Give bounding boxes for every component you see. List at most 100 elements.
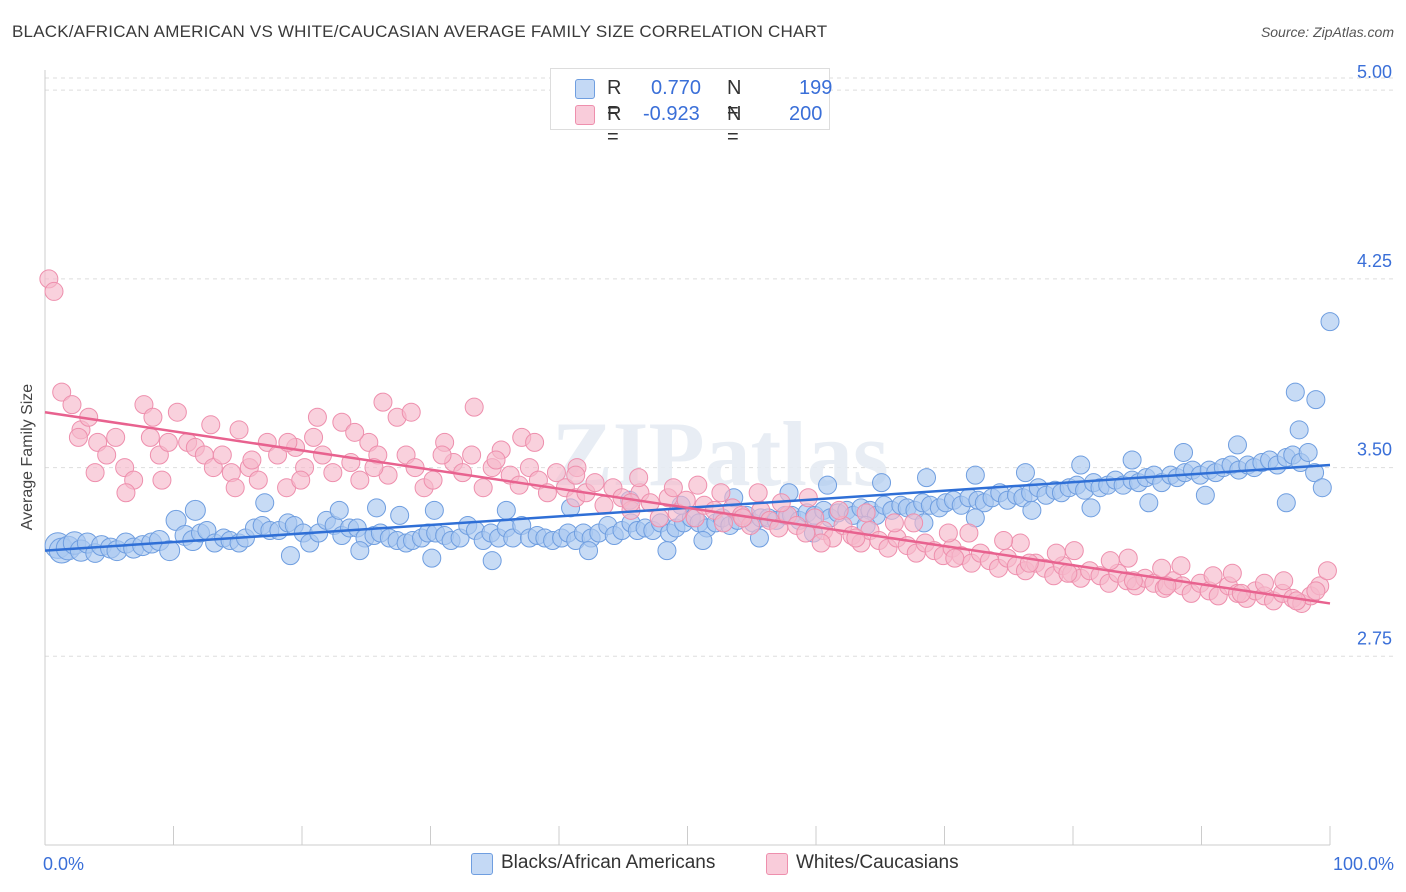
x-tick-label: 100.0%	[1333, 854, 1394, 874]
data-point-pink	[307, 407, 327, 427]
data-point-blue	[1071, 455, 1091, 475]
data-point-pink	[212, 445, 232, 465]
data-point-blue	[818, 475, 838, 495]
chart-title: BLACK/AFRICAN AMERICAN VS WHITE/CAUCASIA…	[12, 22, 828, 41]
data-point-pink	[106, 427, 126, 447]
legend-r-value-blue: 0.770	[651, 77, 702, 99]
data-point-pink	[1317, 561, 1337, 581]
data-point-blue	[159, 540, 181, 562]
data-point-blue	[1312, 478, 1332, 498]
data-point-pink	[152, 470, 172, 490]
data-point-pink	[994, 531, 1014, 551]
data-point-blue	[579, 541, 599, 561]
data-point-pink	[1058, 563, 1078, 583]
data-point-pink	[856, 503, 876, 523]
data-point-pink	[1064, 541, 1084, 561]
data-point-pink	[1152, 558, 1172, 578]
data-point-blue	[917, 468, 937, 488]
y-tick-label: 5.00	[1357, 62, 1392, 82]
data-point-pink	[68, 427, 88, 447]
data-point-blue	[280, 546, 300, 566]
data-point-pink	[1123, 571, 1143, 591]
data-point-blue	[184, 499, 206, 521]
data-point-pink	[938, 523, 958, 543]
data-point-blue	[1306, 390, 1326, 410]
data-point-pink	[829, 500, 849, 520]
data-point-pink	[688, 475, 708, 495]
legend-r-value-pink: -0.923	[643, 103, 700, 125]
data-point-pink	[242, 450, 262, 470]
data-point-pink	[304, 427, 324, 447]
data-point-pink	[585, 473, 605, 493]
data-point-pink	[116, 483, 136, 503]
legend-swatch-whites	[766, 853, 788, 875]
data-point-pink	[140, 427, 160, 447]
data-point-pink	[629, 468, 649, 488]
data-point-pink	[509, 475, 529, 495]
data-point-pink	[1157, 576, 1177, 596]
data-point-pink	[1254, 573, 1274, 593]
data-point-blue	[424, 500, 444, 520]
data-point-pink	[158, 432, 178, 452]
data-point-blue	[693, 531, 713, 551]
data-point-blue	[1174, 442, 1194, 462]
data-point-blue	[329, 500, 349, 520]
data-point-pink	[473, 478, 493, 498]
data-point-blue	[482, 551, 502, 571]
data-point-pink	[1231, 583, 1251, 603]
data-point-blue	[1122, 450, 1142, 470]
data-point-blue	[657, 541, 677, 561]
data-point-pink	[167, 402, 187, 422]
data-point-blue	[1195, 485, 1215, 505]
data-point-pink	[97, 445, 117, 465]
legend-swatch-blacks	[471, 853, 493, 875]
data-point-pink	[1100, 551, 1120, 571]
data-point-pink	[44, 281, 64, 301]
legend-swatch-blue	[575, 79, 595, 99]
data-point-pink	[884, 513, 904, 533]
source-label: Source: ZipAtlas.com	[1260, 24, 1394, 40]
data-point-pink	[525, 432, 545, 452]
data-point-blue	[1276, 493, 1296, 513]
data-point-blue	[1289, 420, 1309, 440]
data-point-pink	[798, 488, 818, 508]
data-point-pink	[52, 382, 72, 402]
data-point-pink	[546, 463, 566, 483]
data-point-pink	[1010, 533, 1030, 553]
data-point-blue	[872, 473, 892, 493]
data-point-pink	[1171, 556, 1191, 576]
data-point-blue	[1081, 498, 1101, 518]
data-point-pink	[663, 478, 683, 498]
data-point-pink	[62, 395, 82, 415]
data-point-blue	[390, 505, 410, 525]
data-point-blue	[255, 493, 275, 513]
data-point-pink	[811, 533, 831, 553]
data-point-pink	[676, 490, 696, 510]
data-point-blue	[1320, 312, 1340, 332]
data-point-pink	[1046, 543, 1066, 563]
y-tick-label: 2.75	[1357, 628, 1392, 648]
data-point-pink	[225, 478, 245, 498]
y-tick-label: 3.50	[1357, 440, 1392, 460]
data-point-pink	[1287, 591, 1307, 611]
data-point-blue	[350, 541, 370, 561]
data-point-pink	[566, 465, 586, 485]
data-point-pink	[201, 415, 221, 435]
data-point-pink	[1203, 566, 1223, 586]
data-point-blue	[422, 548, 442, 568]
data-point-blue	[1305, 463, 1325, 483]
data-point-pink	[462, 445, 482, 465]
trend-line-pink	[44, 410, 1331, 605]
legend-n-label-pink: N =	[727, 103, 742, 148]
data-point-pink	[1306, 581, 1326, 601]
data-point-pink	[332, 412, 352, 432]
data-point-blue	[367, 498, 387, 518]
data-point-blue	[1022, 500, 1042, 520]
legend-n-value-blue: 199	[799, 77, 833, 99]
data-point-pink	[248, 470, 268, 490]
data-point-blue	[496, 500, 516, 520]
data-point-pink	[1274, 571, 1294, 591]
data-point-pink	[959, 523, 979, 543]
data-point-pink	[401, 402, 421, 422]
